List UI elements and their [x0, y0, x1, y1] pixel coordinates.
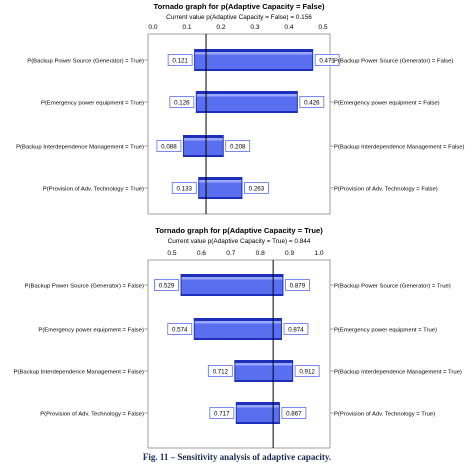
- high-value-label: 0.867: [286, 410, 302, 417]
- tornado-bar-fill: [183, 138, 223, 155]
- high-value-box: [225, 140, 251, 152]
- x-tick-label: 0.7: [226, 250, 235, 257]
- x-tick-label: 0.5: [167, 250, 176, 257]
- row-right-label: P(Provision of Adv. Technology = True): [334, 411, 435, 417]
- tornado-bar-fill: [194, 321, 281, 338]
- tornado-bar-highlight: [194, 321, 281, 324]
- high-value-box: [283, 323, 309, 335]
- row-right-label: P(Emergency power equipment = True): [334, 327, 437, 333]
- low-value-box: [156, 140, 182, 152]
- row-left-label: P(Emergency power equipment = True): [41, 100, 144, 106]
- x-tick-label: 0.5: [318, 24, 327, 31]
- row-left-label: P(Provision of Adv. Technology = True): [43, 186, 144, 192]
- high-value-box: [294, 365, 320, 377]
- row-left-label: P(Backup Interdependence Management = Tr…: [16, 144, 144, 150]
- high-value-box: [244, 182, 269, 194]
- high-value-label: 0.208: [230, 143, 246, 150]
- low-value-box: [209, 407, 235, 419]
- low-value-box: [167, 323, 193, 335]
- high-value-label: 0.263: [249, 185, 265, 192]
- chart-title: Tornado graph for p(Adaptive Capacity = …: [154, 2, 325, 11]
- low-value-box: [154, 279, 179, 291]
- tornado-bar-fill: [181, 277, 283, 294]
- high-value-label: 0.426: [304, 99, 320, 106]
- high-value-box: [285, 279, 310, 291]
- high-value-label: 0.912: [299, 368, 315, 375]
- x-tick-label: 0.6: [197, 250, 206, 257]
- tornado-bar-highlight: [195, 52, 313, 55]
- row-left-label: P(Backup Power Source (Generator) = Fals…: [25, 283, 144, 289]
- tornado-bar-fill: [199, 180, 242, 197]
- high-value-box: [314, 54, 340, 66]
- plot-frame: [147, 259, 331, 449]
- low-value-label: 0.712: [213, 368, 229, 375]
- row-left-label: P(Backup Interdependence Management = Fa…: [14, 369, 145, 375]
- tornado-bar-fill: [236, 405, 279, 422]
- x-tick-label: 0.8: [256, 250, 265, 257]
- tornado-bar-highlight: [196, 94, 297, 97]
- x-tick-label: 0.2: [216, 24, 225, 31]
- row-left-label: P(Emergency power equipment = False): [38, 327, 144, 333]
- high-value-box: [299, 96, 325, 108]
- row-right-label: P(Backup Power Source (Generator) = True…: [334, 283, 451, 289]
- low-value-label: 0.126: [174, 99, 190, 106]
- low-value-box: [169, 96, 195, 108]
- row-left-label: P(Backup Power Source (Generator) = True…: [27, 58, 144, 64]
- low-value-box: [207, 365, 233, 377]
- x-tick-label: 0.9: [285, 250, 294, 257]
- row-left-label: P(Provision of Adv. Technology = False): [40, 411, 144, 417]
- tornado-bar-highlight: [235, 363, 293, 366]
- figure-caption: Fig. 11 – Sensitivity analysis of adapti…: [142, 452, 332, 462]
- tornado-bar-highlight: [181, 277, 283, 280]
- tornado-bar-highlight: [199, 180, 242, 183]
- chart-subtitle: Current value p(Adaptive Capacity = True…: [168, 238, 311, 245]
- tornado-bar-highlight: [236, 405, 279, 408]
- low-value-label: 0.529: [159, 282, 175, 289]
- row-right-label: P(Emergency power equipment = False): [334, 100, 440, 106]
- tornado-bar-highlight: [183, 138, 223, 141]
- x-tick-label: 1.0: [314, 250, 323, 257]
- low-value-label: 0.088: [161, 143, 177, 150]
- chart-subtitle: Current value p(Adaptive Capacity = Fals…: [166, 14, 312, 21]
- row-right-label: P(Provision of Adv. Technology = False): [334, 186, 438, 192]
- row-right-label: P(Backup Interdependence Management = Tr…: [334, 369, 462, 375]
- high-value-label: 0.471: [319, 57, 335, 64]
- low-value-label: 0.717: [214, 410, 230, 417]
- low-value-box: [167, 54, 193, 66]
- tornado-bar-fill: [196, 94, 297, 111]
- tornado-bar-fill: [235, 363, 293, 380]
- plot-frame: [147, 33, 331, 215]
- x-tick-label: 0.3: [250, 24, 259, 31]
- row-right-label: P(Backup Power Source (Generator) = Fals…: [334, 58, 453, 64]
- high-value-label: 0.874: [288, 326, 304, 333]
- x-tick-label: 0.1: [182, 24, 191, 31]
- low-value-label: 0.121: [172, 57, 188, 64]
- tornado-bar-fill: [195, 52, 313, 69]
- row-right-label: P(Backup Interdependence Management = Fa…: [334, 144, 465, 150]
- x-tick-label: 0.4: [284, 24, 293, 31]
- chart-title: Tornado graph for p(Adaptive Capacity = …: [155, 226, 323, 235]
- low-value-label: 0.574: [172, 326, 188, 333]
- high-value-box: [281, 407, 307, 419]
- high-value-label: 0.879: [290, 282, 306, 289]
- sensitivity-figure: Tornado graph for p(Adaptive Capacity = …: [14, 2, 465, 449]
- x-tick-label: 0.0: [148, 24, 157, 31]
- low-value-label: 0.133: [176, 185, 192, 192]
- low-value-box: [171, 182, 197, 194]
